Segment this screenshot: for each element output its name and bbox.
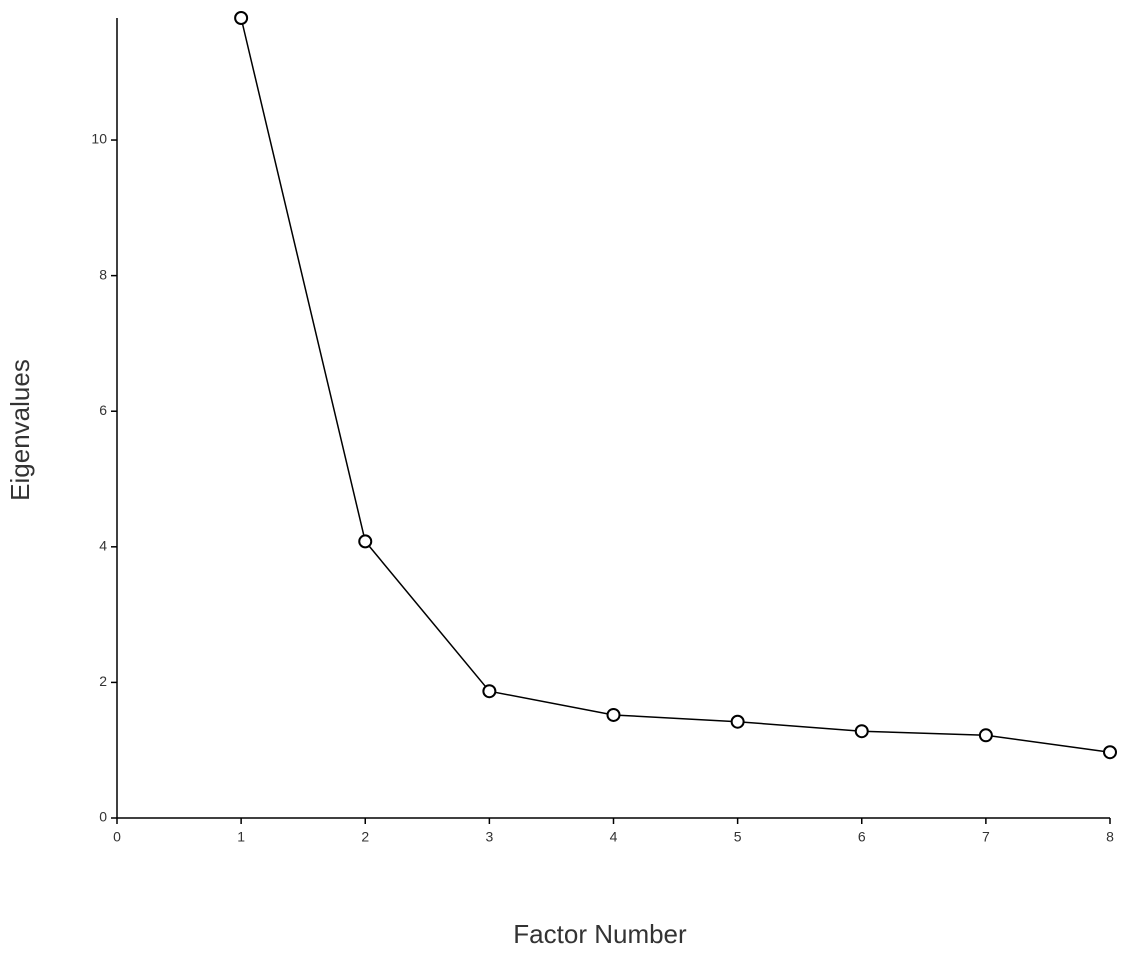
point [978,728,993,743]
x-tick-label: 8 [1106,829,1114,845]
point [606,707,621,722]
point [482,684,497,699]
point [234,11,249,25]
x-tick-label: 3 [485,829,493,845]
x-tick-label: 1 [237,829,245,845]
point [1103,745,1117,760]
y-tick-label: 6 [99,402,107,418]
x-tick-label: 4 [610,829,618,845]
x-axis-title: Factor Number [513,919,687,949]
y-tick-label: 0 [99,809,107,825]
point [854,724,869,739]
y-tick-label: 8 [99,266,107,282]
x-tick-label: 6 [858,829,866,845]
series-line [240,17,1111,753]
y-tick-label: 10 [91,131,107,147]
point [358,534,373,549]
x-tick-label: 2 [361,829,369,845]
x-tick-label: 0 [113,829,121,845]
y-axis-title: Eigenvalues [5,359,35,501]
x-tick-label: 7 [982,829,990,845]
y-tick-label: 4 [99,538,107,554]
x-tick-label: 5 [734,829,742,845]
point [730,714,745,729]
y-tick-label: 2 [99,673,107,689]
